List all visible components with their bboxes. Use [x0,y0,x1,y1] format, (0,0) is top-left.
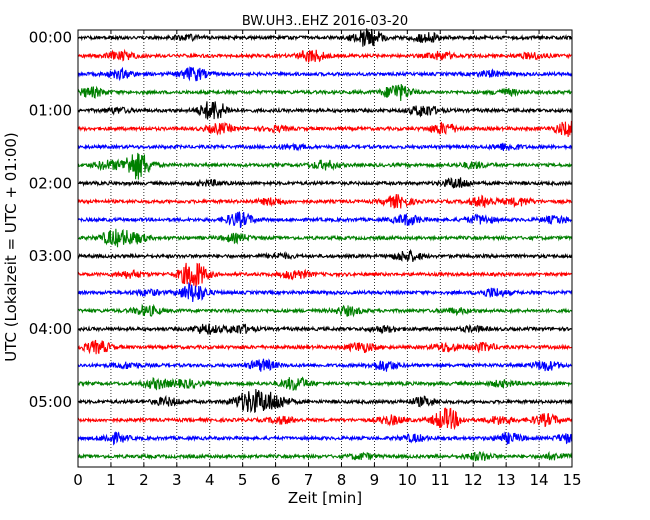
trace-0030 [77,66,573,82]
trace-0115 [77,120,573,137]
trace-0545 [77,450,573,462]
x-tick-label: 14 [530,471,549,489]
trace-0500 [77,389,573,414]
trace-0330 [77,281,573,303]
trace-0130 [77,142,573,152]
plot-frame [77,29,573,468]
trace-0100 [77,101,573,120]
x-tick-label: 0 [73,471,83,489]
trace-0345 [77,303,573,318]
x-tick-label: 6 [271,471,281,489]
x-tick-label: 2 [139,471,149,489]
x-tick-label: 15 [562,471,581,489]
x-axis-ticks: 0 1 2 3 4 5 6 7 8 9 10 11 12 13 14 15 [73,30,582,489]
trace-0000 [77,28,573,47]
trace-0200 [77,177,573,189]
y-axis-ticks: 00:00 01:00 02:00 03:00 04:00 05:00 [29,29,82,411]
chart-title: BW.UH3..EHZ 2016-03-20 [242,14,408,29]
trace-0245 [77,228,573,248]
x-tick-label: 9 [370,471,380,489]
y-tick-label: 02:00 [29,174,72,192]
x-tick-label: 8 [337,471,347,489]
x-tick-label: 1 [106,471,116,489]
y-tick-label: 03:00 [29,247,72,265]
trace-0400 [77,323,573,335]
trace-0145 [77,152,573,180]
y-tick-label: 04:00 [29,320,72,338]
trace-0530 [77,431,573,446]
trace-0315 [77,262,573,288]
trace-0445 [77,376,573,391]
x-tick-label: 13 [497,471,516,489]
seismic-traces [77,28,573,462]
grid-lines [110,30,540,467]
trace-0215 [77,194,573,209]
trace-0015 [77,48,573,63]
trace-0045 [77,84,573,102]
trace-0430 [77,358,573,372]
trace-0515 [77,407,573,431]
y-axis-label: UTC (Lokalzeit = UTC + 01:00) [2,132,20,362]
trace-0230 [77,211,573,228]
x-tick-label: 11 [431,471,450,489]
y-tick-label: 00:00 [29,29,72,47]
x-tick-label: 4 [205,471,215,489]
x-axis-label: Zeit [min] [288,489,362,507]
x-tick-label: 12 [464,471,483,489]
trace-0300 [77,248,573,262]
x-tick-label: 7 [304,471,314,489]
x-tick-label: 5 [238,471,248,489]
x-tick-label: 3 [172,471,182,489]
y-tick-label: 01:00 [29,101,72,119]
y-tick-label: 05:00 [29,393,72,411]
trace-0415 [77,339,573,355]
x-tick-label: 10 [398,471,417,489]
